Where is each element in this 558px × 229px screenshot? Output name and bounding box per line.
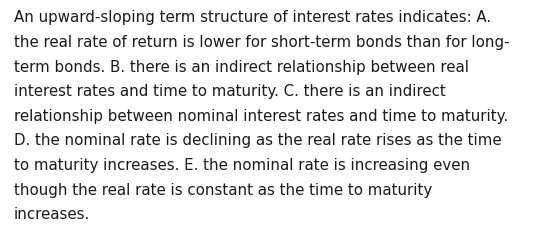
Text: though the real rate is constant as the time to maturity: though the real rate is constant as the … bbox=[14, 182, 432, 197]
Text: interest rates and time to maturity. C. there is an indirect: interest rates and time to maturity. C. … bbox=[14, 84, 446, 99]
Text: to maturity increases. E. the nominal rate is increasing even: to maturity increases. E. the nominal ra… bbox=[14, 157, 470, 172]
Text: term bonds. B. there is an indirect relationship between real: term bonds. B. there is an indirect rela… bbox=[14, 59, 469, 74]
Text: the real rate of return is lower for short-term bonds than for long-: the real rate of return is lower for sho… bbox=[14, 35, 509, 50]
Text: D. the nominal rate is declining as the real rate rises as the time: D. the nominal rate is declining as the … bbox=[14, 133, 502, 148]
Text: increases.: increases. bbox=[14, 206, 90, 221]
Text: An upward-sloping term structure of interest rates indicates: A.: An upward-sloping term structure of inte… bbox=[14, 10, 491, 25]
Text: relationship between nominal interest rates and time to maturity.: relationship between nominal interest ra… bbox=[14, 108, 508, 123]
